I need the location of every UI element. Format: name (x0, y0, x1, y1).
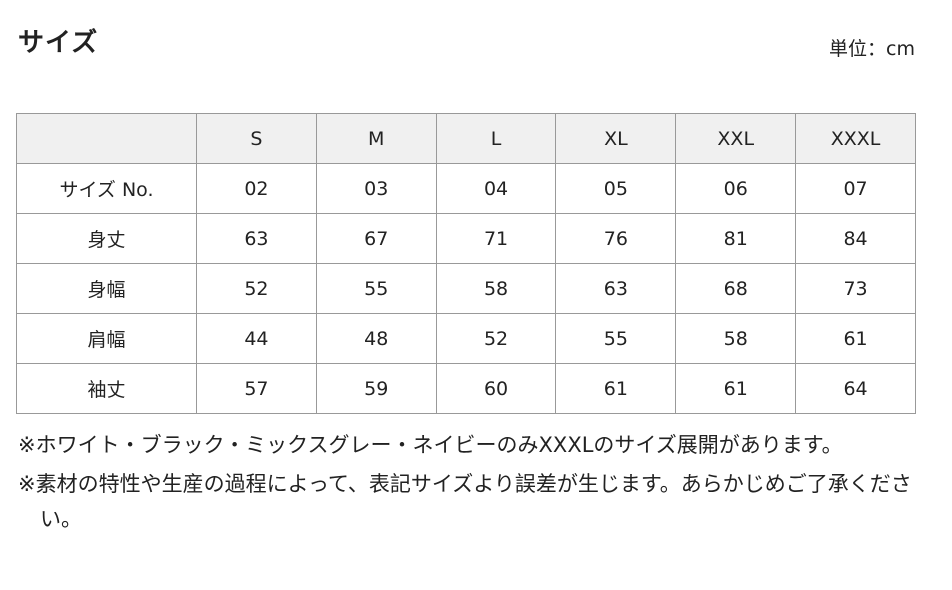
header-cell: XXXL (795, 113, 916, 164)
size-table: S M L XL XXL XXXL サイズ No. 02 03 04 05 06 07 身丈 6… (16, 113, 916, 414)
row-label: 身幅 (16, 263, 197, 314)
table-cell: 59 (315, 363, 437, 414)
row-label: 肩幅 (16, 313, 197, 364)
table-cell: 67 (315, 213, 437, 264)
table-cell: 55 (315, 263, 437, 314)
header-cell (16, 113, 197, 164)
table-cell: 60 (435, 363, 557, 414)
table-cell: 61 (555, 363, 677, 414)
table-cell: 48 (315, 313, 437, 364)
table-cell: 81 (675, 213, 797, 264)
table-row: 袖丈 57 59 60 61 61 64 (16, 363, 916, 414)
table-cell: 63 (196, 213, 317, 264)
notes: ※ホワイト・ブラック・ミックスグレー・ネイビーのみXXXLのサイズ展開があります… (18, 428, 913, 541)
table-cell: 76 (555, 213, 677, 264)
table-cell: 58 (435, 263, 557, 314)
table-cell: 64 (795, 363, 916, 414)
header-cell: XXL (675, 113, 797, 164)
table-cell: 06 (675, 163, 797, 214)
row-label: 身丈 (16, 213, 197, 264)
unit-label: 単位：cm (829, 38, 915, 60)
table-row: サイズ No. 02 03 04 05 06 07 (16, 163, 916, 214)
table-cell: 55 (555, 313, 677, 364)
table-cell: 71 (435, 213, 557, 264)
table-row: 身丈 63 67 71 76 81 84 (16, 213, 916, 264)
note: ※素材の特性や生産の過程によって、表記サイズより誤差が生じます。あらかじめご了承… (18, 472, 912, 531)
table-cell: 07 (795, 163, 916, 214)
table-cell: 05 (555, 163, 677, 214)
table-cell: 02 (196, 163, 317, 214)
table-cell: 68 (675, 263, 797, 314)
table-cell: 03 (315, 163, 437, 214)
note: ※ホワイト・ブラック・ミックスグレー・ネイビーのみXXXLのサイズ展開があります… (18, 433, 843, 457)
table-cell: 63 (555, 263, 677, 314)
row-label: 袖丈 (16, 363, 197, 414)
table-cell: 58 (675, 313, 797, 364)
page-title: サイズ (18, 28, 99, 58)
table-cell: 61 (795, 313, 916, 364)
table-cell: 04 (435, 163, 557, 214)
table-row: 身幅 52 55 58 63 68 73 (16, 263, 916, 314)
header-cell: S (196, 113, 317, 164)
header-cell: M (315, 113, 437, 164)
table-cell: 61 (675, 363, 797, 414)
table-cell: 52 (196, 263, 317, 314)
header-cell: XL (555, 113, 677, 164)
table-cell: 52 (435, 313, 557, 364)
table-cell: 73 (795, 263, 916, 314)
table-cell: 57 (196, 363, 317, 414)
table-cell: 84 (795, 213, 916, 264)
row-label: サイズ No. (16, 163, 197, 214)
table-header-row: S M L XL XXL XXXL (16, 113, 916, 164)
table-row: 肩幅 44 48 52 55 58 61 (16, 313, 916, 364)
header-cell: L (435, 113, 557, 164)
table-cell: 44 (196, 313, 317, 364)
